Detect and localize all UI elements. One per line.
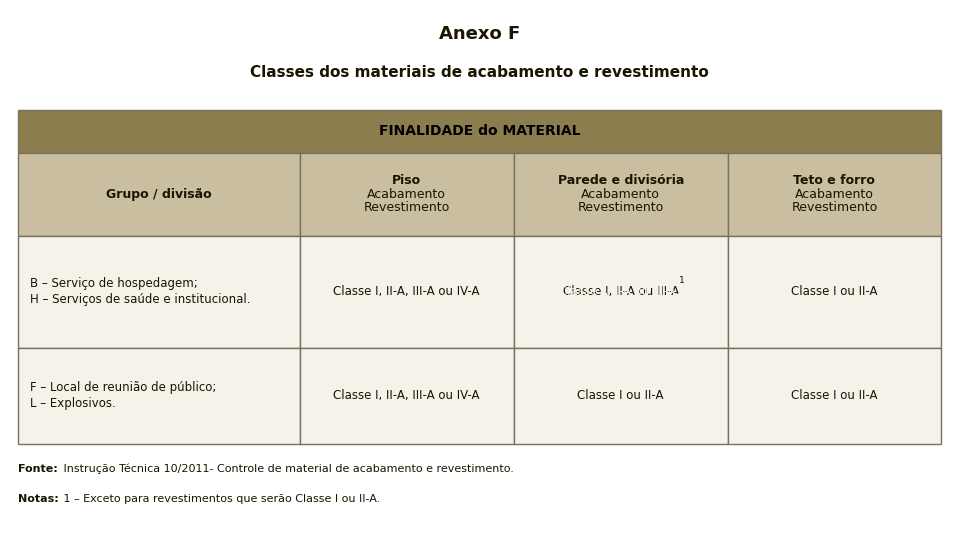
Text: Revestimento: Revestimento: [791, 202, 877, 215]
Text: F – Local de reunião de público;: F – Local de reunião de público;: [30, 381, 217, 394]
Bar: [18, 348, 299, 444]
Text: Teto e forro: Teto e forro: [793, 175, 876, 188]
Text: Acabamento: Acabamento: [367, 188, 446, 201]
Text: Classes dos materiais de acabamento e revestimento: Classes dos materiais de acabamento e re…: [250, 65, 709, 80]
Bar: [728, 153, 941, 236]
Bar: [18, 110, 941, 153]
Text: Classe I, II-A ou III-A1: Classe I, II-A ou III-A1: [559, 285, 683, 299]
Text: Parede e divisória: Parede e divisória: [557, 175, 684, 188]
Bar: [728, 236, 941, 348]
Text: Classe I, II-A, III-A ou IV-A: Classe I, II-A, III-A ou IV-A: [334, 389, 480, 402]
Text: 1 – Exceto para revestimentos que serão Classe I ou II-A.: 1 – Exceto para revestimentos que serão …: [60, 494, 381, 504]
Bar: [514, 348, 728, 444]
Text: Anexo F: Anexo F: [439, 25, 520, 43]
Text: Classe I ou II-A: Classe I ou II-A: [577, 389, 664, 402]
Bar: [514, 153, 728, 236]
Bar: [299, 236, 514, 348]
Bar: [18, 236, 299, 348]
Text: Fonte:: Fonte:: [18, 464, 58, 474]
Bar: [728, 348, 941, 444]
Text: Revestimento: Revestimento: [577, 202, 664, 215]
Text: Classe I ou II-A: Classe I ou II-A: [791, 285, 877, 299]
Text: Acabamento: Acabamento: [581, 188, 660, 201]
Text: Instrução Técnica 10/2011- Controle de material de acabamento e revestimento.: Instrução Técnica 10/2011- Controle de m…: [60, 464, 514, 474]
Text: Classe I, II-A, III-A ou IV-A: Classe I, II-A, III-A ou IV-A: [334, 285, 480, 299]
Text: Acabamento: Acabamento: [795, 188, 874, 201]
Text: 1: 1: [679, 277, 685, 285]
Text: Classe I, II-A ou III-A: Classe I, II-A ou III-A: [563, 285, 679, 299]
Bar: [299, 348, 514, 444]
Bar: [18, 153, 299, 236]
Text: L – Explosivos.: L – Explosivos.: [30, 397, 116, 410]
Text: Grupo / divisão: Grupo / divisão: [105, 188, 212, 201]
Text: B – Serviço de hospedagem;: B – Serviço de hospedagem;: [30, 278, 198, 291]
Bar: [514, 236, 728, 348]
Text: Classe I ou II-A: Classe I ou II-A: [791, 389, 877, 402]
Text: FINALIDADE do MATERIAL: FINALIDADE do MATERIAL: [379, 125, 580, 139]
Text: H – Serviços de saúde e institucional.: H – Serviços de saúde e institucional.: [30, 293, 250, 306]
Text: Notas:: Notas:: [18, 494, 58, 504]
Text: Piso: Piso: [392, 175, 421, 188]
Bar: [299, 153, 514, 236]
Text: Revestimento: Revestimento: [363, 202, 450, 215]
